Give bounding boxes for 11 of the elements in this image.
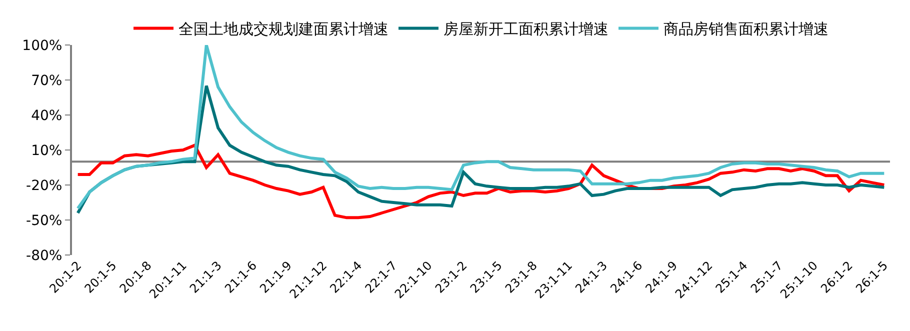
y-tick-label: -80% xyxy=(26,248,62,264)
line-series xyxy=(76,45,886,210)
y-tick-label: 10% xyxy=(31,142,62,159)
y-tick-label: -50% xyxy=(26,212,62,229)
legend-label: 房屋新开工面积累计增速 xyxy=(444,20,608,38)
y-tick-label: 40% xyxy=(31,108,62,124)
y-tick-label: -20% xyxy=(26,178,62,194)
legend-label: 商品房销售面积累计增速 xyxy=(664,20,828,38)
y-tick-label: 70% xyxy=(31,72,62,89)
legend-label: 全国土地成交规划建面累计增速 xyxy=(178,20,388,38)
y-tick-label: 100% xyxy=(22,38,62,54)
